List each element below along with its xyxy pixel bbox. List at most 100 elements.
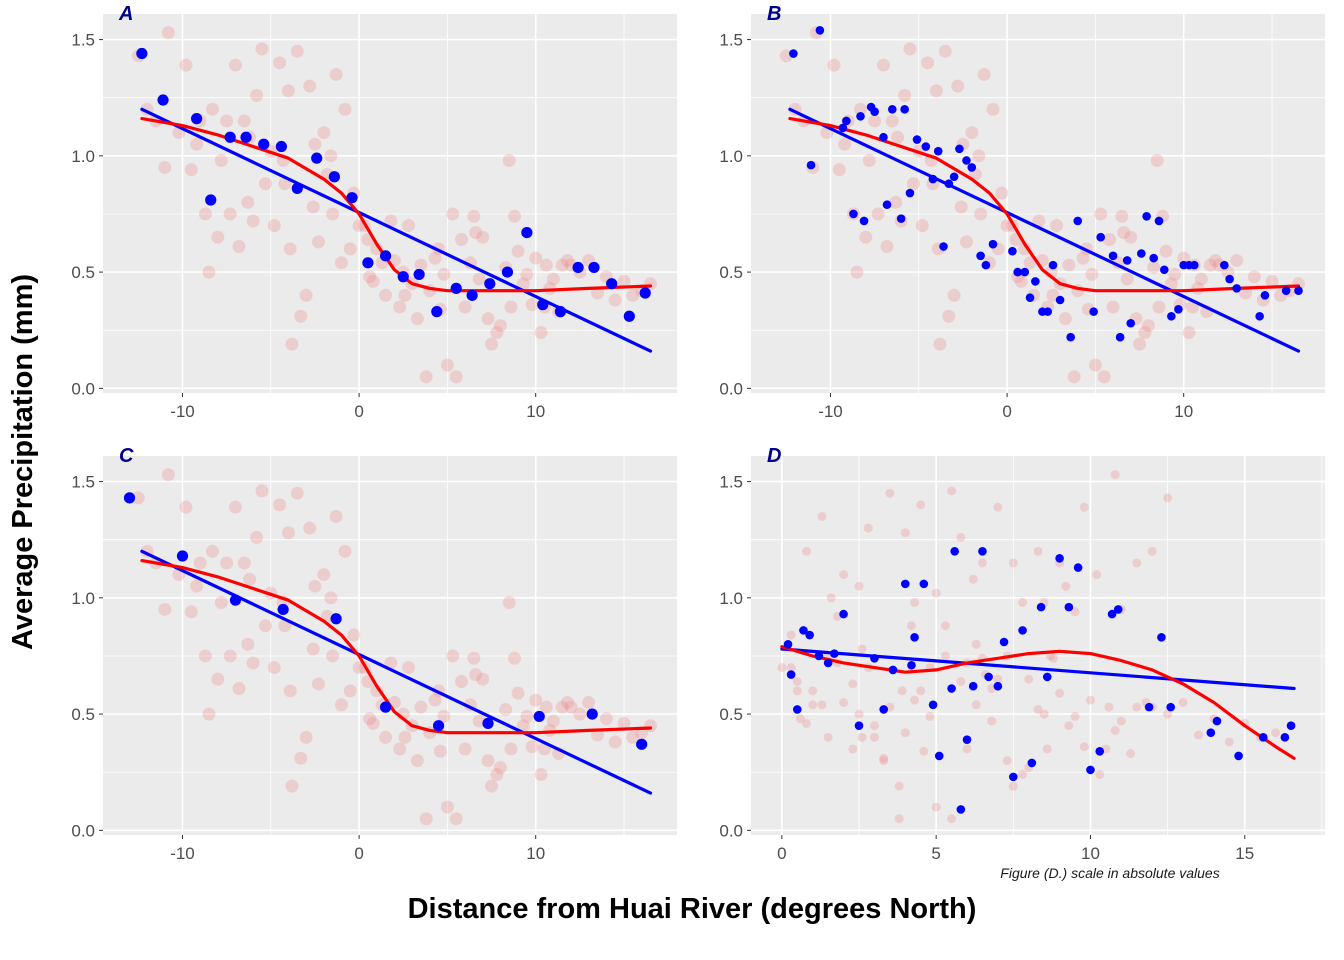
background-point: [1033, 704, 1043, 714]
background-point: [504, 300, 518, 314]
background-point: [206, 102, 220, 116]
background-point: [250, 530, 264, 544]
background-point: [919, 746, 929, 756]
y-tick-label: 0.0: [71, 379, 95, 398]
background-point: [854, 581, 864, 591]
binned-point: [521, 226, 533, 239]
background-point: [1085, 267, 1099, 281]
background-point: [334, 698, 348, 712]
binned-point: [466, 289, 478, 301]
background-point: [1203, 258, 1217, 272]
background-point: [481, 312, 495, 326]
binned-point: [1154, 216, 1164, 226]
background-point: [243, 572, 257, 586]
background-point: [467, 651, 481, 665]
background-point: [198, 207, 212, 221]
background-point: [1152, 300, 1166, 314]
binned-point: [572, 261, 584, 274]
background-point: [1178, 697, 1188, 707]
background-point: [974, 207, 988, 221]
binned-point: [176, 550, 189, 562]
background-point: [808, 700, 818, 710]
background-point: [564, 700, 578, 714]
background-point: [894, 781, 904, 791]
binned-point: [1036, 602, 1046, 612]
background-point: [808, 686, 818, 696]
background-point: [255, 484, 269, 498]
panel-d: 0 5 10 15 0.0 0.5 1.0 1.5 D: [719, 445, 1325, 863]
panel-tag-c: C: [119, 445, 134, 467]
x-tick-label: 0: [354, 844, 363, 863]
background-point: [379, 288, 393, 302]
background-point: [1110, 725, 1120, 735]
background-point: [281, 526, 295, 540]
background-point: [876, 58, 890, 72]
background-point: [933, 337, 947, 351]
background-point: [414, 258, 428, 272]
background-point: [857, 644, 867, 654]
background-point: [299, 288, 313, 302]
binned-point: [962, 735, 972, 744]
background-point: [317, 568, 331, 582]
background-point: [223, 207, 237, 221]
background-point: [993, 674, 1003, 684]
background-point: [384, 214, 398, 228]
background-point: [1104, 702, 1114, 712]
binned-point: [397, 271, 409, 283]
background-point: [1168, 267, 1182, 281]
background-point: [472, 272, 486, 286]
background-point: [916, 686, 926, 696]
binned-point: [205, 194, 217, 206]
binned-point: [482, 717, 494, 729]
background-point: [916, 500, 926, 510]
background-point: [241, 195, 255, 209]
background-point: [1067, 370, 1081, 384]
binned-point: [258, 138, 270, 150]
background-point: [608, 735, 622, 749]
binned-point: [1126, 318, 1136, 328]
background-point: [868, 114, 882, 128]
background-point: [193, 556, 207, 570]
background-point: [555, 700, 569, 714]
background-point: [324, 149, 338, 163]
background-point: [879, 753, 889, 763]
background-point: [1079, 502, 1089, 512]
background-point: [308, 579, 322, 593]
binned-point: [968, 681, 978, 691]
binned-point: [888, 665, 898, 675]
background-point: [823, 732, 833, 742]
binned-point: [783, 640, 793, 649]
background-point: [968, 574, 978, 584]
background-point: [502, 595, 516, 609]
background-point: [493, 319, 507, 333]
background-point: [1076, 251, 1090, 265]
binned-point: [910, 633, 919, 642]
background-point: [384, 656, 398, 670]
background-point: [534, 326, 548, 340]
background-point: [449, 812, 463, 826]
x-tick-label: 0: [777, 844, 786, 863]
background-point: [326, 207, 340, 221]
binned-point: [537, 299, 549, 311]
background-point: [1042, 744, 1052, 754]
binned-point: [786, 670, 796, 679]
binned-point: [944, 179, 954, 189]
background-point: [1163, 709, 1173, 719]
binned-point: [912, 135, 922, 144]
y-tick-label: 0.0: [719, 379, 743, 398]
binned-point: [1027, 758, 1037, 768]
background-point: [951, 79, 965, 93]
binned-point: [993, 681, 1003, 691]
binned-point: [291, 182, 303, 194]
binned-point: [450, 282, 462, 294]
background-point: [338, 102, 352, 116]
background-point: [211, 230, 225, 244]
y-tick-label: 1.0: [719, 147, 743, 166]
x-tick-label: -10: [170, 844, 195, 863]
background-point: [1193, 730, 1203, 740]
background-point: [220, 114, 234, 128]
background-point: [792, 686, 802, 696]
background-point: [925, 711, 935, 721]
background-point: [334, 256, 348, 270]
